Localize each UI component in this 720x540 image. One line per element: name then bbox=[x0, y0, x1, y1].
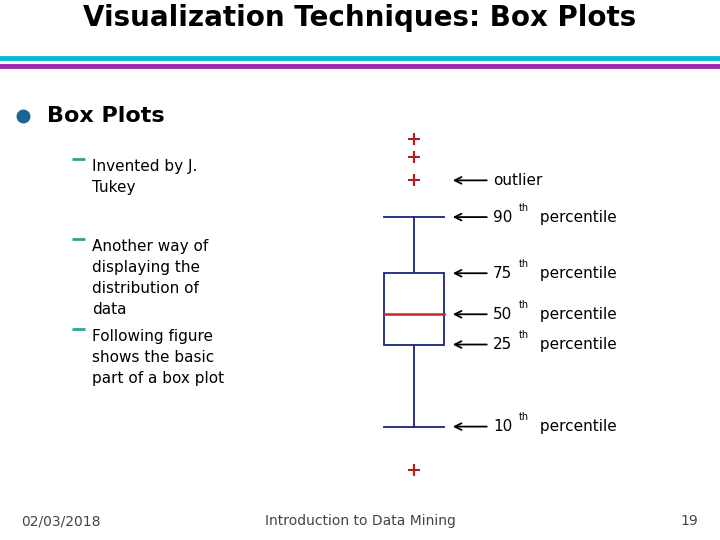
Text: 02/03/2018: 02/03/2018 bbox=[22, 514, 101, 528]
Text: Introduction to Data Mining: Introduction to Data Mining bbox=[264, 514, 456, 528]
Text: 50: 50 bbox=[493, 307, 513, 322]
Text: 90: 90 bbox=[493, 210, 513, 225]
Text: th: th bbox=[519, 259, 529, 269]
Text: 19: 19 bbox=[680, 514, 698, 528]
Text: 25: 25 bbox=[493, 337, 513, 352]
Text: percentile: percentile bbox=[535, 337, 617, 352]
Text: Invented by J.
Tukey: Invented by J. Tukey bbox=[92, 159, 197, 195]
Text: outlier: outlier bbox=[493, 173, 543, 188]
Text: Another way of
displaying the
distribution of
data: Another way of displaying the distributi… bbox=[92, 239, 208, 316]
Text: th: th bbox=[519, 202, 529, 213]
Text: Visualization Techniques: Box Plots: Visualization Techniques: Box Plots bbox=[84, 4, 636, 31]
Text: 75: 75 bbox=[493, 266, 513, 281]
Text: th: th bbox=[519, 412, 529, 422]
Text: percentile: percentile bbox=[535, 419, 617, 434]
Text: 10: 10 bbox=[493, 419, 513, 434]
Text: th: th bbox=[519, 330, 529, 340]
Text: percentile: percentile bbox=[535, 307, 617, 322]
Text: percentile: percentile bbox=[535, 210, 617, 225]
Text: Box Plots: Box Plots bbox=[47, 105, 164, 126]
Text: Following figure
shows the basic
part of a box plot: Following figure shows the basic part of… bbox=[92, 329, 225, 387]
Text: th: th bbox=[519, 300, 529, 310]
Text: percentile: percentile bbox=[535, 266, 617, 281]
Bar bbox=[384, 273, 444, 345]
